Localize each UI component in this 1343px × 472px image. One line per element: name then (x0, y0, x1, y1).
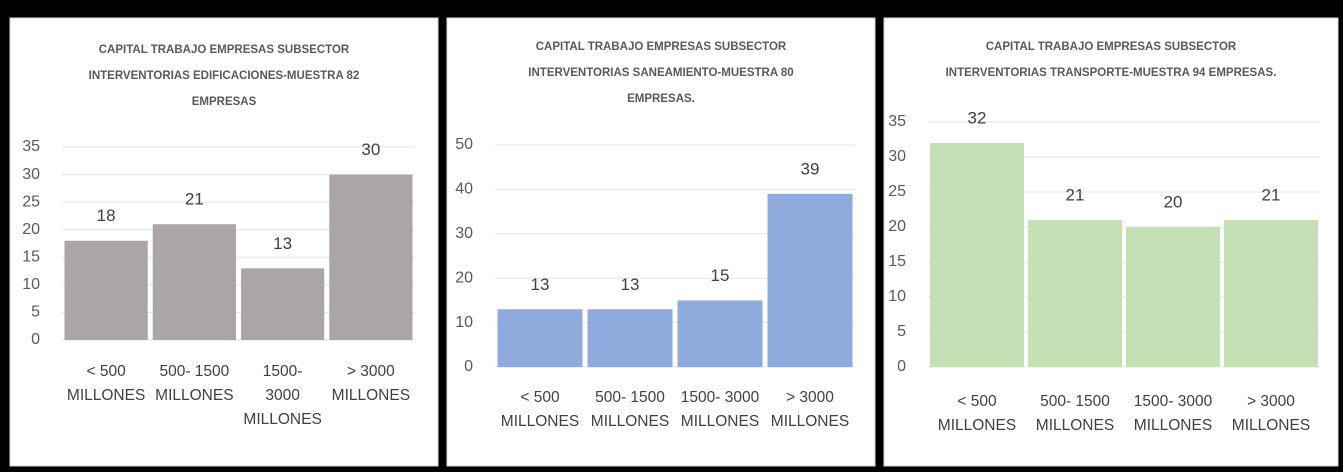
value-label: 13 (621, 275, 640, 294)
bar (64, 240, 148, 340)
bar (1126, 227, 1220, 367)
x-tick-label: MILLONES (681, 413, 759, 430)
bar (152, 224, 236, 340)
y-tick-label: 20 (455, 269, 473, 286)
x-tick-label: MILLONES (1036, 417, 1114, 434)
y-tick-label: 5 (897, 323, 906, 340)
x-tick-label: MILLONES (332, 387, 410, 404)
x-tick-label: 1500- 3000 (681, 389, 760, 406)
bar (930, 143, 1024, 367)
value-label: 21 (1262, 185, 1281, 204)
x-tick-label: MILLONES (1134, 417, 1212, 434)
y-tick-label: 20 (22, 221, 40, 238)
y-tick-label: 5 (31, 304, 40, 321)
bar (587, 309, 673, 367)
y-tick-label: 0 (464, 358, 473, 375)
y-tick-label: 10 (455, 314, 473, 331)
value-label: 30 (361, 140, 380, 159)
y-tick-label: 40 (455, 181, 473, 198)
chart-title: INTERVENTORIAS EDIFICACIONES-MUESTRA 82 (89, 70, 360, 82)
x-tick-label: 3000 (265, 387, 300, 404)
y-tick-label: 15 (888, 253, 906, 270)
value-label: 15 (711, 266, 730, 285)
x-tick-label: < 500 (957, 393, 997, 410)
bar (767, 193, 853, 367)
chart-title: INTERVENTORIAS SANEAMIENTO-MUESTRA 80 (528, 67, 793, 79)
bar (677, 300, 763, 367)
chart-title: CAPITAL TRABAJO EMPRESAS SUBSECTOR (99, 44, 350, 56)
y-tick-label: 10 (888, 288, 906, 305)
x-tick-label: MILLONES (591, 413, 669, 430)
y-tick-label: 30 (888, 148, 906, 165)
bar (329, 174, 413, 340)
x-tick-label: MILLONES (67, 387, 145, 404)
x-tick-label: MILLONES (938, 417, 1016, 434)
chart: CAPITAL TRABAJO EMPRESAS SUBSECTOR INTERV… (446, 17, 876, 467)
bar (1028, 220, 1122, 367)
y-tick-label: 25 (22, 193, 40, 210)
value-label: 21 (1066, 185, 1085, 204)
x-tick-label: 500- 1500 (1040, 393, 1110, 410)
chart-title: EMPRESAS. (627, 93, 695, 105)
chart-title: EMPRESAS (192, 96, 257, 108)
y-tick-label: 15 (22, 249, 40, 266)
x-tick-label: MILLONES (155, 387, 233, 404)
x-tick-label: > 3000 (1247, 393, 1295, 410)
y-tick-label: 50 (455, 136, 473, 153)
x-tick-label: 1500- 3000 (1134, 393, 1213, 410)
y-tick-label: 10 (22, 276, 40, 293)
y-tick-label: 20 (888, 218, 906, 235)
x-tick-label: 500- 1500 (159, 363, 229, 380)
x-tick-label: 1500- (263, 363, 303, 380)
x-tick-label: MILLONES (771, 413, 849, 430)
y-tick-label: 35 (22, 138, 40, 155)
chart: CAPITAL TRABAJO EMPRESAS SUBSECTOR INTERV… (883, 17, 1339, 467)
value-label: 13 (273, 234, 292, 253)
value-label: 13 (531, 275, 550, 294)
x-tick-label: > 3000 (786, 389, 834, 406)
x-tick-label: > 3000 (347, 363, 395, 380)
y-tick-label: 25 (888, 183, 906, 200)
x-tick-label: < 500 (87, 363, 127, 380)
bar (1224, 220, 1318, 367)
chart-title: INTERVENTORIAS TRANSPORTE-MUESTRA 94 EMP… (946, 67, 1277, 79)
value-label: 32 (968, 108, 987, 127)
x-tick-label: < 500 (520, 389, 560, 406)
y-tick-label: 0 (897, 358, 906, 375)
x-tick-label: MILLONES (1232, 417, 1310, 434)
chart-title: CAPITAL TRABAJO EMPRESAS SUBSECTOR (536, 41, 787, 53)
y-tick-label: 30 (455, 225, 473, 242)
value-label: 21 (185, 190, 204, 209)
value-label: 20 (1164, 192, 1183, 211)
x-tick-label: MILLONES (501, 413, 579, 430)
chart: CAPITAL TRABAJO EMPRESAS SUBSECTOR INTERV… (9, 17, 439, 467)
bar (497, 309, 583, 367)
y-tick-label: 35 (888, 113, 906, 130)
value-label: 39 (801, 159, 820, 178)
y-tick-label: 30 (22, 166, 40, 183)
x-tick-label: MILLONES (243, 411, 321, 428)
bar (241, 268, 325, 340)
y-tick-label: 0 (31, 331, 40, 348)
value-label: 18 (97, 206, 116, 225)
x-tick-label: 500- 1500 (595, 389, 665, 406)
chart-title: CAPITAL TRABAJO EMPRESAS SUBSECTOR (986, 41, 1237, 53)
